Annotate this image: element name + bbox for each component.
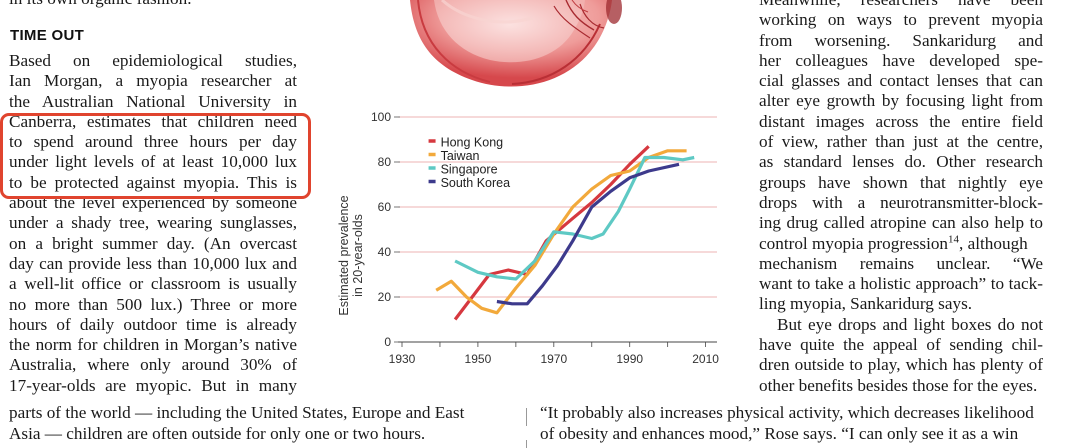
text-line: working on ways to prevent myopia [759,10,1043,30]
text-line: control myopia progression [759,233,949,253]
text-line: the Australian National University in [9,91,297,111]
text-line: on a bright summer day. (An overcast [9,233,297,253]
y-axis-label-line: in 20-year-olds [351,214,365,297]
text-line: a well-lit office or classroom is usuall… [9,274,297,294]
text-line: cial glasses and contact lenses that can [759,71,1043,91]
text-line: Australia, where only around 30% of [9,355,297,375]
text-line: to be protected against myopia. This is [9,172,297,192]
x-tick-label: 1970 [540,352,567,366]
text-line: of view, rather than just at the centre, [759,132,1043,152]
text-line: have quite the appeal of sending chil- [759,335,1043,355]
left-column-text: Based on epidemiological studies, Ian Mor… [9,51,297,396]
text-line: ling myopia, Sankaridurg says. [759,294,973,314]
text-line: distant images across the entire field [759,111,1043,131]
series-line-south-korea [496,162,680,306]
figure-panel: 0 20 40 60 80 100 1930 1950 1970 1990 2010 Estimate… [322,0,724,390]
y-tick-label: 40 [378,245,392,259]
text-line: ing drug called atropine can also help t… [759,213,1043,233]
legend-label: Hong Kong [441,135,504,149]
legend-label: South Korea [441,176,511,190]
text-line: no more than 500 lux.) Three or more [9,294,297,314]
chart-area: 0 20 40 60 80 100 1930 1950 1970 1990 2010 Estimate… [337,110,719,366]
text-line: to spend around three hours per day [9,132,297,152]
legend-swatch [428,152,436,157]
text-line: mechanism remains unclear. “We [759,253,1043,273]
x-tick-label: 1930 [389,352,416,366]
text-line: other benefits besides those for the eye… [759,375,1038,395]
text-line: want to take a holistic approach” to tac… [759,274,1043,294]
text-line: day can provide less than 10,000 lux and [9,253,297,273]
text-line-with-citation: control myopia progression14, although [759,232,1043,254]
cut-top-line: in its own organic fashion. [9,0,192,9]
text-line: Ian Morgan, a myopia researcher at [9,71,297,91]
y-tick-label: 0 [384,335,391,349]
y-tick-label: 60 [378,200,392,214]
text-line: 17-year-olds are myopic. But in many [9,375,297,395]
bottom-left-line: Asia — children are often outside for on… [9,424,426,443]
y-tick-label: 80 [378,155,392,169]
text-line: her colleagues have developed spe- [759,50,1043,70]
text-line: hours of daily outdoor time is already [9,314,297,334]
legend-label: Taiwan [441,149,480,163]
legend-swatch [428,166,436,170]
text-line: drops with a neurotransmitter-block- [759,192,1043,212]
text-line: groups have shown that nightly eye [759,172,1043,192]
y-tick-label: 100 [371,110,391,124]
x-tick-label: 1950 [465,352,492,366]
x-tick-label: 2010 [692,352,719,366]
text-line: alter eye growth by focusing light from [759,91,1043,111]
text-line-tail: , although [959,233,1028,253]
right-column-text: Meanwhile, researchers have beenworking … [759,0,1043,396]
legend-swatch [428,139,436,143]
x-tick-label: 1990 [616,352,643,366]
text-line: Based on epidemiological studies, [9,51,297,70]
text-line: under light levels of at least 10,000 lu… [9,152,297,172]
column-divider-tick [526,440,527,448]
eye-illustration [410,0,622,87]
y-axis-label-line: Estimated prevalence [337,195,351,315]
highlight-annotation-box [0,113,311,199]
y-axis-label: Estimated prevalence in 20-year-olds [337,195,365,315]
column-divider-tick [526,408,527,426]
text-line: But eye drops and light boxes do not [777,314,1043,334]
text-line: under a shady tree, wearing sunglasses, [9,213,297,233]
text-line: dren outside to play, which has plenty o… [759,355,1043,375]
bottom-left-line: parts of the world — including the Unite… [9,403,465,422]
text-line: the norm for children in Morgan’s native [9,335,297,355]
text-line: from worsening. Sankaridurg and [759,30,1043,50]
citation-superscript: 14 [948,232,960,245]
legend-swatch [428,179,436,184]
bottom-right-line: of obesity and enhances mood,” Rose says… [540,424,1019,443]
text-line: Meanwhile, researchers have been [759,0,1043,10]
bottom-right-line: “It probably also increases physical act… [540,403,1034,422]
text-line: as standard lenses do. Other research [759,152,1043,172]
y-tick-label: 20 [378,290,392,304]
section-heading: TIME OUT [10,27,85,44]
figure-svg: 0 20 40 60 80 100 1930 1950 1970 1990 2010 Estimate… [337,0,719,366]
text-line: Canberra, estimates that children need [9,111,297,131]
legend-label: Singapore [441,162,498,176]
series-line-singapore [454,155,695,281]
